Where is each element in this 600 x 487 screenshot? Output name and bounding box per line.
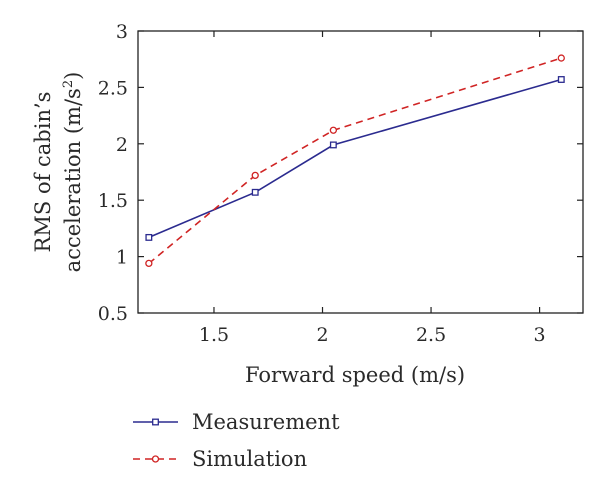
- x-tick-label: 2.5: [416, 324, 446, 346]
- y-axis-label-line2: acceleration (m/s2): [61, 72, 85, 273]
- series-line-measurement: [148, 78, 562, 239]
- series-line-simulation: [148, 57, 562, 265]
- legend-label-simulation: Simulation: [192, 447, 307, 471]
- data-point-measurement: [557, 76, 565, 83]
- data-point-measurement: [329, 141, 337, 149]
- x-tick-label: 1.5: [199, 324, 229, 346]
- x-tick-label: 2: [316, 324, 328, 346]
- y-tick-label: 0.5: [98, 303, 128, 325]
- y-axis-label-line2-prefix: acceleration (m/s: [61, 88, 85, 272]
- y-axis-label-line1: RMS of cabin’s: [31, 92, 55, 253]
- y-tick-label: 2: [116, 134, 128, 156]
- y-tick-label: 1.5: [98, 190, 128, 212]
- data-point-simulation: [557, 54, 565, 62]
- data-point-measurement: [145, 233, 153, 241]
- y-axis-label-line2-sup: 2: [61, 80, 76, 88]
- data-point-measurement: [251, 188, 259, 196]
- plot-frame: [137, 30, 584, 314]
- y-tick-label: 2.5: [98, 77, 128, 99]
- legend: Measurement Simulation: [133, 410, 340, 471]
- legend-marker-measurement: [152, 418, 159, 426]
- legend-marker-simulation: [151, 455, 160, 463]
- y-axis-label-line2-suffix: ): [61, 72, 85, 80]
- legend-items: [133, 418, 178, 463]
- y-tick-label: 3: [116, 21, 128, 43]
- data-point-simulation: [329, 126, 338, 134]
- x-axis-label: Forward speed (m/s): [245, 363, 465, 387]
- x-tick-label: 3: [534, 324, 546, 346]
- data-point-simulation: [251, 171, 259, 180]
- series-layer: [145, 54, 565, 268]
- y-tick-label: 1: [116, 247, 128, 269]
- legend-label-measurement: Measurement: [192, 410, 340, 434]
- data-point-simulation: [145, 259, 153, 268]
- axis-ticks: 1.5 2 2.5 3 0.5 1 1.5 2 2.5 3: [98, 21, 583, 346]
